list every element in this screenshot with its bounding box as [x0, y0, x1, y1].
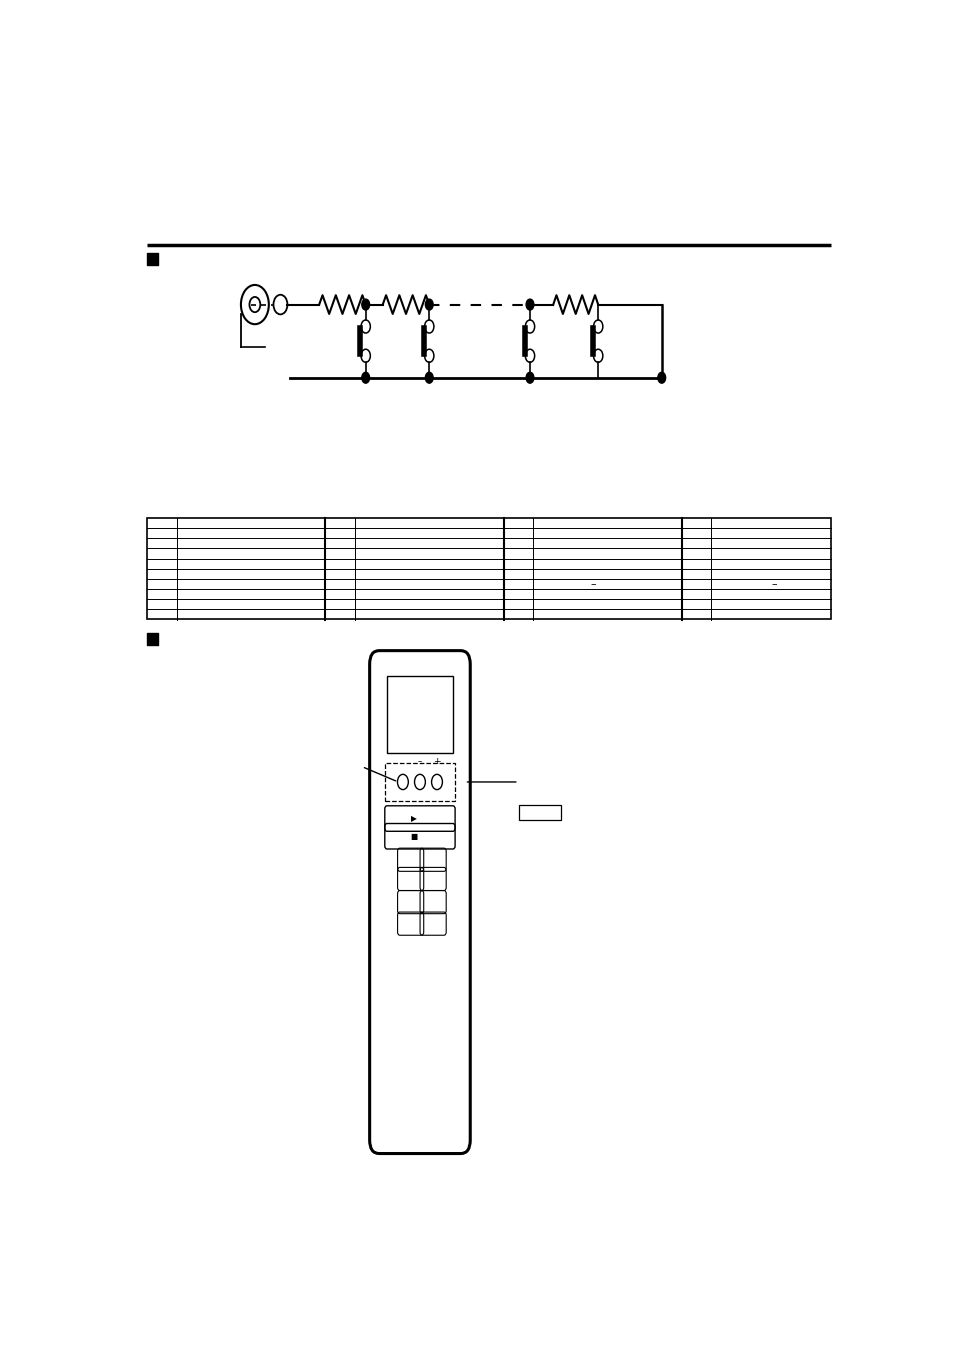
Text: –: – — [417, 757, 421, 766]
Text: ■: ■ — [410, 832, 416, 840]
Circle shape — [361, 373, 369, 384]
Bar — [384, 763, 455, 801]
Text: –: – — [771, 580, 776, 589]
Text: ▶: ▶ — [411, 815, 416, 823]
Circle shape — [425, 373, 433, 384]
Circle shape — [525, 373, 534, 384]
Circle shape — [525, 299, 534, 309]
Circle shape — [361, 299, 369, 309]
Text: –: – — [589, 580, 595, 589]
Circle shape — [658, 373, 665, 384]
Circle shape — [425, 299, 433, 309]
Text: +: + — [433, 757, 440, 766]
Bar — [387, 677, 453, 754]
Bar — [147, 517, 830, 620]
Bar — [518, 805, 560, 820]
